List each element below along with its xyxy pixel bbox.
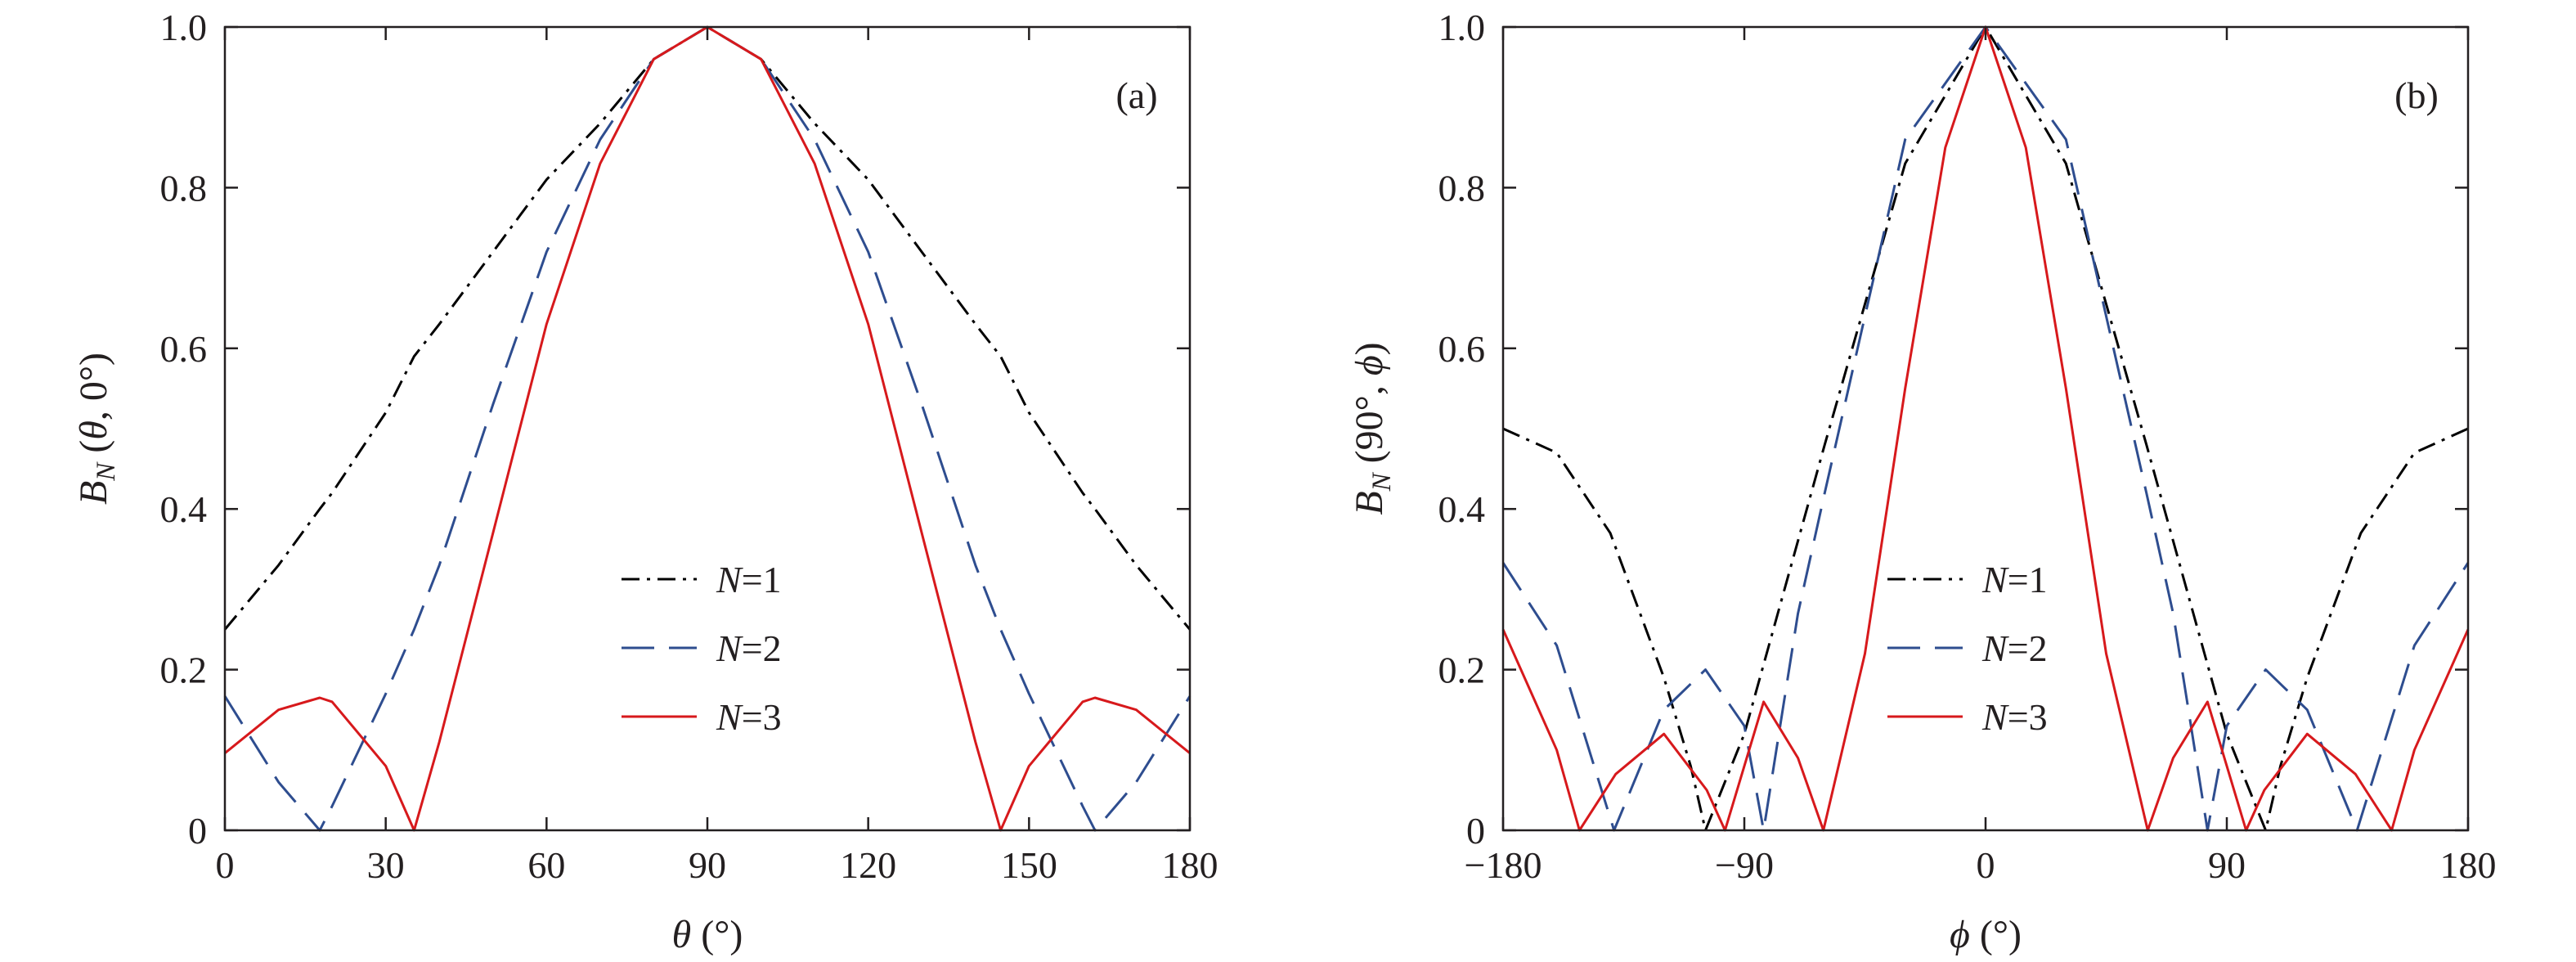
panel-a-x-tick-labels: 0 30 60 90 120 150 180	[216, 844, 1218, 886]
legend-a-label-n2: N=2	[716, 627, 782, 669]
x-tick-label: 60	[527, 844, 565, 886]
x-tick-label: −90	[1715, 844, 1774, 886]
x-tick-label: 180	[1162, 844, 1218, 886]
panel-b-legend: N=1 N=2 N=3	[1887, 559, 2048, 738]
x-tick-label: 0	[216, 844, 235, 886]
x-tick-label: 30	[367, 844, 405, 886]
y-tick-label: 0	[1466, 810, 1485, 852]
panel-a-frame	[223, 25, 1192, 832]
x-tick-label: −180	[1465, 844, 1542, 886]
panel-a: 0 30 60 90 120 150 180 0 0.2 0.4 0.6 0.8 1.0 (a) θ …	[72, 7, 1218, 956]
x-tick-label: 90	[2208, 844, 2246, 886]
y-tick-label: 1.0	[160, 7, 208, 48]
x-tick-label: 0	[1977, 844, 1995, 886]
panel-a-label: (a)	[1115, 74, 1157, 116]
panel-a-x-axis-label: θ (°)	[672, 913, 743, 956]
x-tick-label: 120	[840, 844, 896, 886]
legend-a-label-n1: N=1	[716, 559, 782, 600]
panel-b-label: (b)	[2394, 74, 2439, 116]
x-tick-label: 150	[1001, 844, 1057, 886]
panel-b: −180 −90 0 90 180 0 0.2 0.4 0.6 0.8 1.0 (b) ϕ (°)…	[1348, 7, 2497, 956]
panel-a-legend: N=1 N=2 N=3	[622, 559, 782, 738]
y-tick-label: 1.0	[1438, 7, 1486, 48]
y-tick-label: 0.2	[1438, 650, 1486, 691]
y-tick-label: 0.6	[160, 328, 208, 370]
y-tick-label: 0.4	[160, 488, 208, 530]
y-tick-label: 0.8	[1438, 167, 1486, 209]
y-tick-label: 0	[188, 810, 207, 852]
legend-b-label-n3: N=3	[1981, 696, 2048, 738]
panel-b-y-tick-labels: 0 0.2 0.4 0.6 0.8 1.0	[1438, 7, 1486, 852]
panel-b-y-axis-label: BN (90°, ϕ)	[1348, 342, 1397, 515]
panel-b-frame	[1501, 25, 2470, 832]
panel-a-y-axis-label: BN (θ, 0°)	[72, 353, 121, 505]
panel-a-ticks	[223, 25, 1192, 832]
panel-a-series-line-n3	[224, 25, 1191, 832]
y-tick-label: 0.6	[1438, 328, 1486, 370]
panel-b-x-axis-label: ϕ (°)	[1950, 913, 2022, 956]
x-tick-label: 90	[689, 844, 726, 886]
y-tick-label: 0.8	[160, 167, 208, 209]
x-tick-label: 180	[2440, 844, 2497, 886]
panel-a-series	[223, 25, 1192, 832]
y-tick-label: 0.4	[1438, 488, 1486, 530]
panel-a-series-line-n2	[223, 25, 1192, 832]
legend-b-label-n2: N=2	[1981, 627, 2048, 669]
legend-b-label-n1: N=1	[1981, 559, 2048, 600]
panel-a-y-tick-labels: 0 0.2 0.4 0.6 0.8 1.0	[160, 7, 208, 852]
panel-a-series-line-n1	[223, 25, 1192, 631]
panel-b-x-tick-labels: −180 −90 0 90 180	[1465, 844, 2497, 886]
legend-a-label-n3: N=3	[716, 696, 782, 738]
y-tick-label: 0.2	[160, 650, 208, 691]
